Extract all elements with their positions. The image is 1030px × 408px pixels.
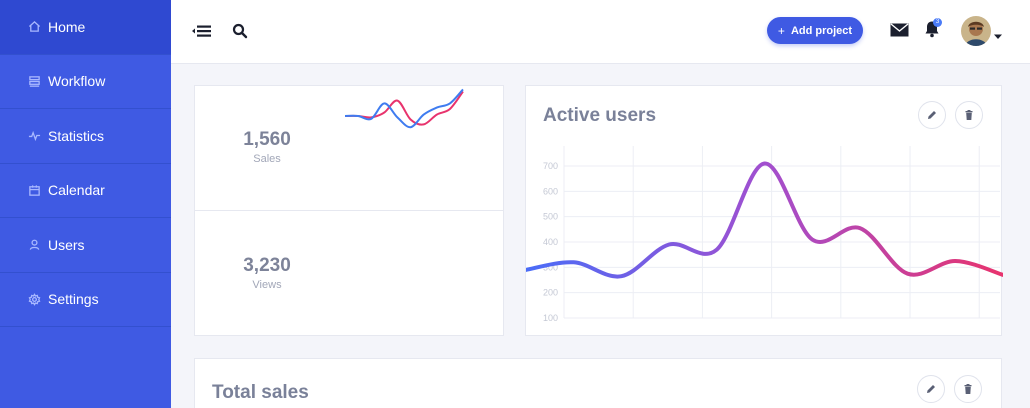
delete-button[interactable]	[955, 101, 983, 129]
views-value: 3,230	[243, 255, 291, 276]
pencil-icon	[927, 385, 935, 393]
active-users-chart: 100 200 300 400 500 600 700	[526, 146, 1003, 323]
y-tick-label: 400	[543, 237, 558, 247]
active-users-card: Active users 100 200 300 400 500 600 700	[525, 85, 1003, 336]
views-stat: 3,230 Views	[195, 211, 503, 336]
sidebar-item-label: Home	[48, 18, 86, 35]
home-icon	[27, 20, 41, 34]
sales-stat: 1,560 Sales	[195, 86, 503, 211]
edit-button[interactable]	[917, 375, 945, 403]
y-tick-label: 700	[543, 161, 558, 171]
sales-sparkline	[344, 90, 464, 126]
mail-icon[interactable]	[890, 23, 909, 37]
sidebar: Home Workflow Statistics Calendar Users …	[0, 0, 171, 408]
sidebar-item-label: Users	[48, 236, 85, 253]
trash-icon	[964, 384, 972, 394]
views-sparkline	[344, 88, 464, 129]
settings-icon	[27, 292, 41, 306]
stats-card: 1,560 Sales 3,230 Views	[194, 85, 504, 336]
sidebar-item-label: Settings	[48, 291, 99, 308]
sidebar-item-statistics[interactable]: Statistics	[0, 109, 171, 164]
add-project-label: Add project	[790, 24, 853, 37]
total-sales-card: Total sales	[194, 358, 1002, 408]
menu-toggle-icon[interactable]	[191, 22, 213, 40]
search-icon[interactable]	[231, 22, 249, 40]
sidebar-item-label: Calendar	[48, 182, 105, 199]
plus-icon: +	[777, 23, 785, 38]
total-sales-title: Total sales	[212, 382, 309, 403]
y-tick-label: 300	[543, 262, 558, 272]
active-users-title: Active users	[543, 105, 657, 126]
active-users-line	[526, 161, 1003, 279]
sparkline-line	[344, 90, 464, 126]
avatar[interactable]	[961, 16, 991, 46]
sidebar-item-settings[interactable]: Settings	[0, 273, 171, 327]
y-tick-label: 600	[543, 186, 558, 196]
sales-value: 1,560	[243, 129, 291, 150]
workflow-icon	[27, 74, 41, 88]
sidebar-item-workflow[interactable]: Workflow	[0, 55, 171, 109]
top-bar: + Add project 3	[171, 0, 1030, 64]
sidebar-item-users[interactable]: Users	[0, 218, 171, 273]
notification-badge: 3	[933, 18, 942, 27]
y-tick-label: 200	[543, 288, 558, 298]
y-tick-label: 100	[543, 313, 558, 323]
add-project-button[interactable]: + Add project	[767, 17, 863, 44]
trash-icon	[965, 110, 973, 120]
delete-button[interactable]	[954, 375, 982, 403]
pencil-icon	[928, 111, 936, 119]
sidebar-item-calendar[interactable]: Calendar	[0, 164, 171, 218]
sparkline-line	[344, 88, 464, 129]
edit-button[interactable]	[918, 101, 946, 129]
sidebar-item-label: Statistics	[48, 127, 105, 144]
calendar-icon	[27, 183, 41, 197]
sales-label: Sales	[253, 153, 281, 165]
y-tick-label: 500	[543, 212, 558, 222]
sidebar-item-home[interactable]: Home	[0, 0, 171, 55]
sidebar-item-label: Workflow	[48, 73, 106, 90]
user-icon	[27, 238, 41, 252]
statistics-icon	[27, 129, 41, 143]
chevron-down-icon[interactable]	[994, 27, 1002, 39]
views-label: Views	[252, 279, 282, 291]
